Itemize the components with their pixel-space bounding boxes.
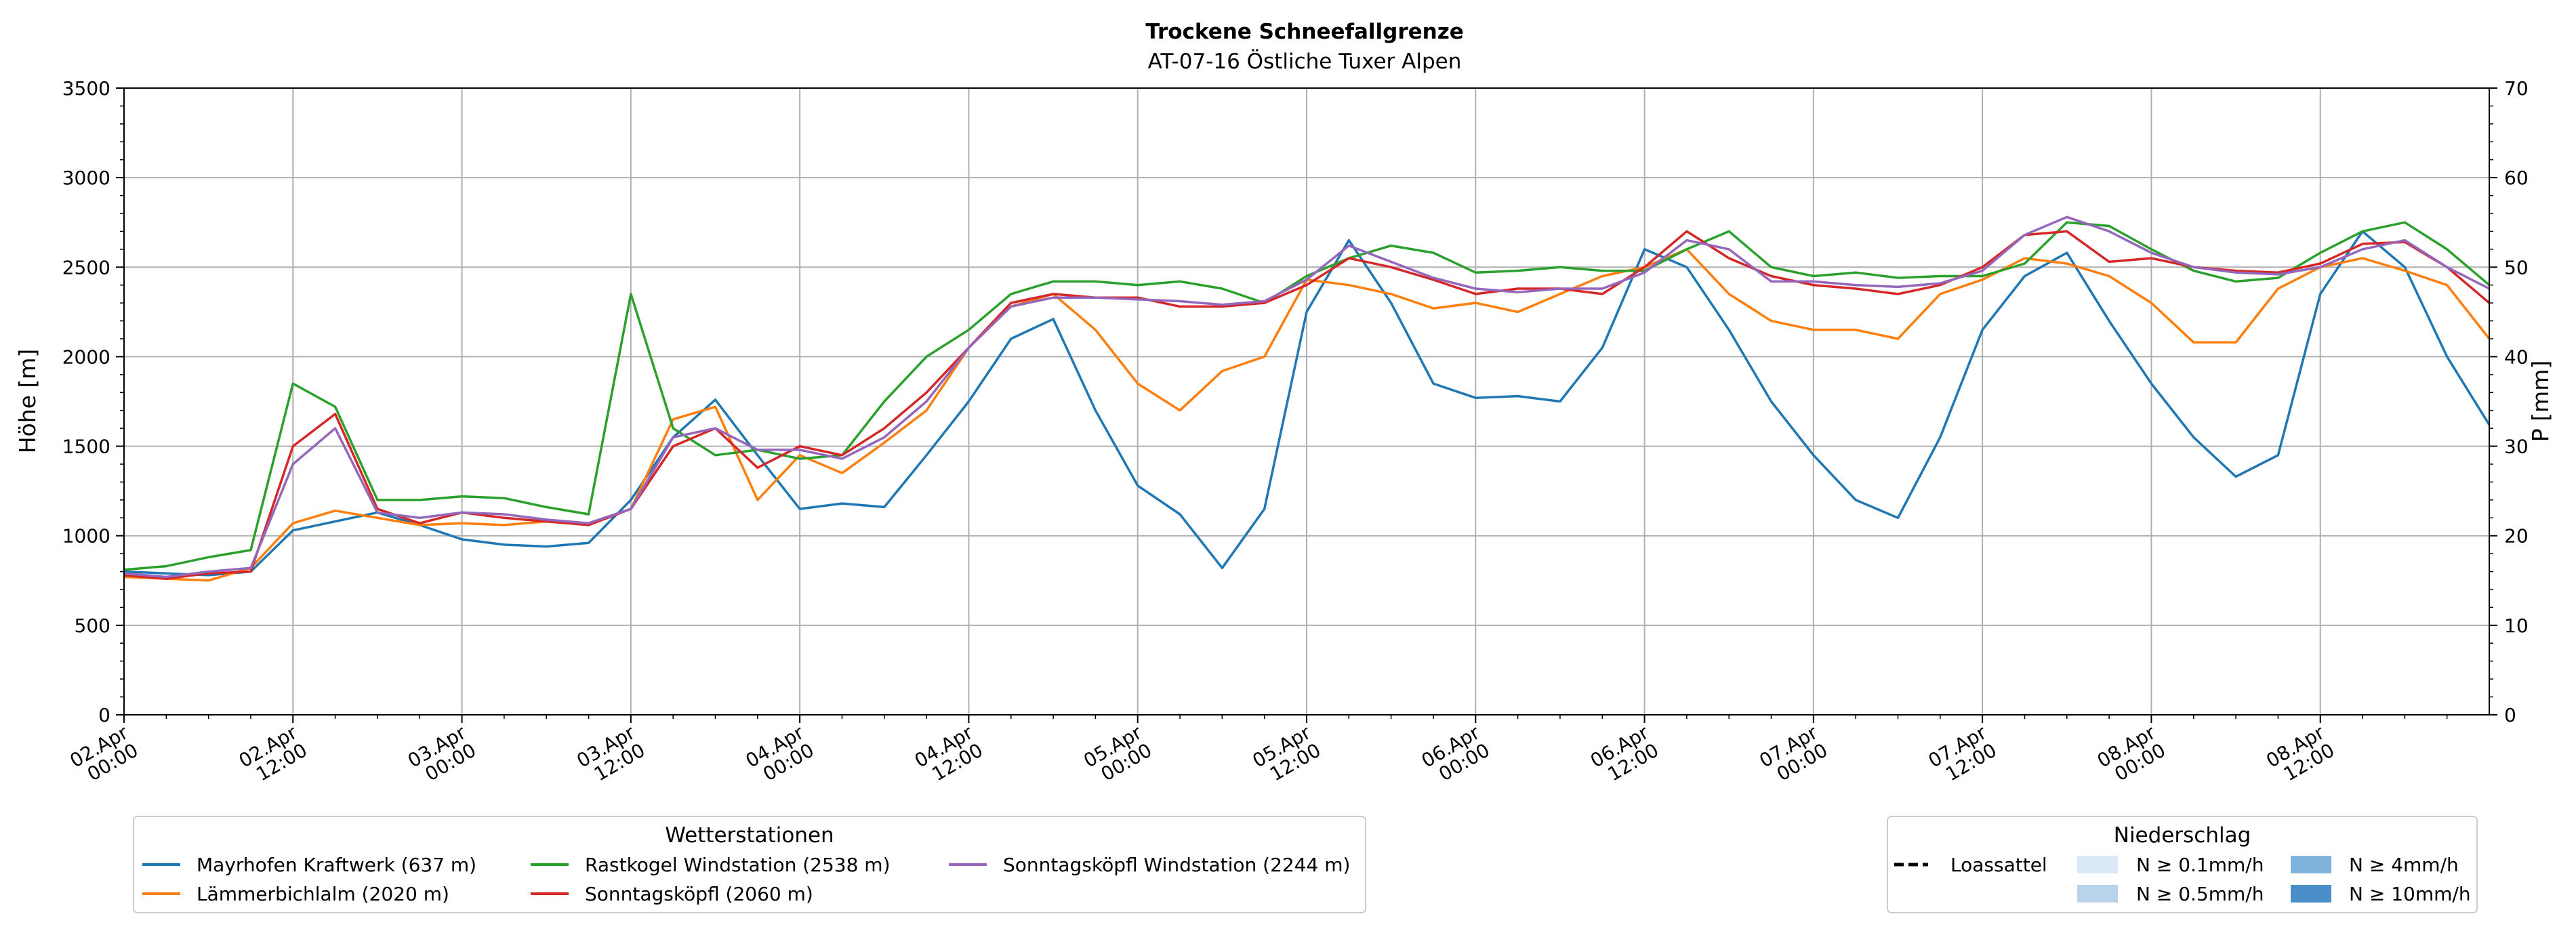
x-tick-label: 02.Apr00:00 (66, 721, 142, 789)
grid (123, 87, 2489, 716)
legend-label: Rastkogel Windstation (2538 m) (585, 854, 891, 876)
x-tick-label: 07.Apr12:00 (1925, 721, 2001, 789)
legend-precip-label: Loassattel (1950, 854, 2047, 876)
y2-tick-label: 0 (2504, 704, 2516, 726)
x-tick-label: 04.Apr12:00 (911, 721, 987, 789)
legend-label: Sonntagsköpfl (2060 m) (585, 883, 813, 905)
legend-label: Sonntagsköpfl Windstation (2244 m) (1003, 854, 1350, 876)
y2-axis-label: P [mm] (2527, 360, 2554, 442)
y-axis-ticks: 0 500 1000 1500 2000 2500 3000 3500 (62, 77, 124, 726)
series-line (123, 230, 2491, 580)
legend-precip-label: N ≥ 0.5mm/h (2136, 883, 2264, 905)
x-tick-label: 04.Apr00:00 (742, 721, 818, 789)
legend-precip-swatch (2077, 856, 2118, 873)
y2-tick-label: 40 (2504, 346, 2529, 368)
y-tick-label: 2000 (62, 346, 110, 368)
legend-label: Mayrhofen Kraftwerk (637 m) (197, 854, 476, 876)
y-tick-label: 0 (98, 704, 110, 726)
x-tick-label: 08.Apr00:00 (2093, 721, 2169, 789)
x-tick-label: 06.Apr12:00 (1587, 721, 1662, 789)
y-axis-label: Höhe [m] (14, 349, 41, 454)
x-tick-label: 08.Apr12:00 (2262, 721, 2338, 789)
y2-tick-label: 70 (2504, 77, 2529, 100)
y-tick-label: 1500 (62, 436, 110, 458)
y2-tick-label: 50 (2504, 256, 2529, 278)
legend-precip-title: Niederschlag (2114, 823, 2251, 848)
legend-precip-label: N ≥ 0.1mm/h (2136, 854, 2264, 876)
y-tick-label: 1000 (62, 525, 110, 547)
x-tick-label: 03.Apr00:00 (404, 721, 480, 789)
legend-stations-title: Wetterstationen (665, 823, 834, 848)
legend-stations: Wetterstationen Mayrhofen Kraftwerk (637… (133, 816, 1366, 913)
legend-precip-label: N ≥ 10mm/h (2349, 883, 2471, 905)
series-line (123, 215, 2490, 579)
x-axis-ticks: 02.Apr00:00 02.Apr12:00 03.Apr00:00 03.Apr1… (66, 715, 2338, 789)
chart-title: Trockene Schneefallgrenze (1145, 20, 1464, 44)
x-tick-label: 07.Apr00:00 (1755, 721, 1831, 789)
y2-tick-label: 10 (2504, 615, 2529, 637)
x-tick-label: 05.Apr00:00 (1080, 721, 1156, 789)
x-tick-label: 02.Apr12:00 (235, 721, 311, 789)
legend-precip-swatch (2291, 885, 2331, 903)
y-tick-label: 2500 (62, 256, 110, 278)
legend-label: Lämmerbichlalm (2020 m) (197, 883, 449, 905)
x-tick-label: 05.Apr12:00 (1248, 721, 1324, 789)
chart-subtitle: AT-07-16 Östliche Tuxer Alpen (1148, 49, 1462, 74)
legend-precip-label: N ≥ 4mm/h (2349, 854, 2459, 876)
x-tick-label: 06.Apr00:00 (1418, 721, 1494, 789)
legend-stations-frame (133, 816, 1366, 913)
series-line (123, 230, 2491, 577)
series-lines (123, 215, 2491, 582)
y2-tick-label: 60 (2504, 167, 2529, 189)
y2-tick-label: 30 (2504, 436, 2529, 458)
series-line (123, 221, 2491, 571)
y-tick-label: 3500 (62, 77, 110, 100)
legend-precip-swatch (2077, 885, 2118, 903)
legend-stations-entries: Mayrhofen Kraftwerk (637 m) Lämmerbichlal… (142, 854, 1350, 905)
legend-precip-swatch (2291, 856, 2331, 873)
y2-axis-ticks: 0 10 20 30 40 50 60 70 (2489, 77, 2529, 726)
legend-precip: Niederschlag Loassattel N ≥ 0.1mm/h N ≥ … (1887, 816, 2478, 913)
y2-tick-label: 20 (2504, 525, 2529, 547)
x-tick-label: 03.Apr12:00 (573, 721, 649, 789)
y-tick-label: 3000 (62, 167, 110, 189)
y-tick-label: 500 (75, 615, 110, 637)
